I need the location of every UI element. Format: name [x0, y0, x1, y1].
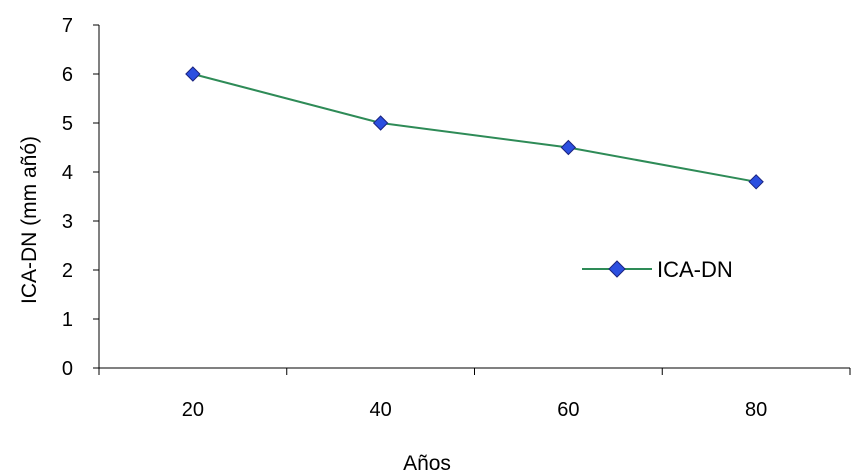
legend-marker-diamond: [608, 260, 626, 278]
y-tick-label: 0: [62, 358, 73, 380]
x-tick-label: 60: [557, 399, 579, 421]
y-axis-ticks: 0 1 2 3 4 5 6 7: [62, 15, 99, 380]
x-axis-title: Años: [403, 452, 451, 475]
data-point-marker: [748, 174, 764, 190]
y-tick-label: 5: [62, 113, 73, 135]
data-point-marker: [185, 66, 201, 82]
axes: [98, 25, 850, 369]
y-tick-label: 2: [62, 260, 73, 282]
data-point-marker: [372, 115, 389, 131]
legend: ICA-DN: [582, 257, 733, 282]
x-tick-label: 80: [745, 399, 767, 421]
series-line: [192, 73, 757, 183]
legend-label: ICA-DN: [657, 257, 733, 282]
y-tick-label: 1: [62, 309, 73, 331]
y-tick-label: 7: [62, 15, 73, 37]
y-axis-title: ICA-DN (mm añó): [18, 136, 41, 304]
y-tick-label: 3: [62, 211, 73, 233]
y-tick-label: 4: [62, 162, 73, 184]
y-tick-label: 6: [62, 64, 73, 86]
x-axis-ticks: 20 40 60 80: [98, 368, 851, 421]
x-tick-label: 40: [370, 399, 392, 421]
plot-area: [185, 66, 764, 190]
x-tick-label: 20: [182, 399, 204, 421]
data-point-marker: [560, 139, 577, 156]
